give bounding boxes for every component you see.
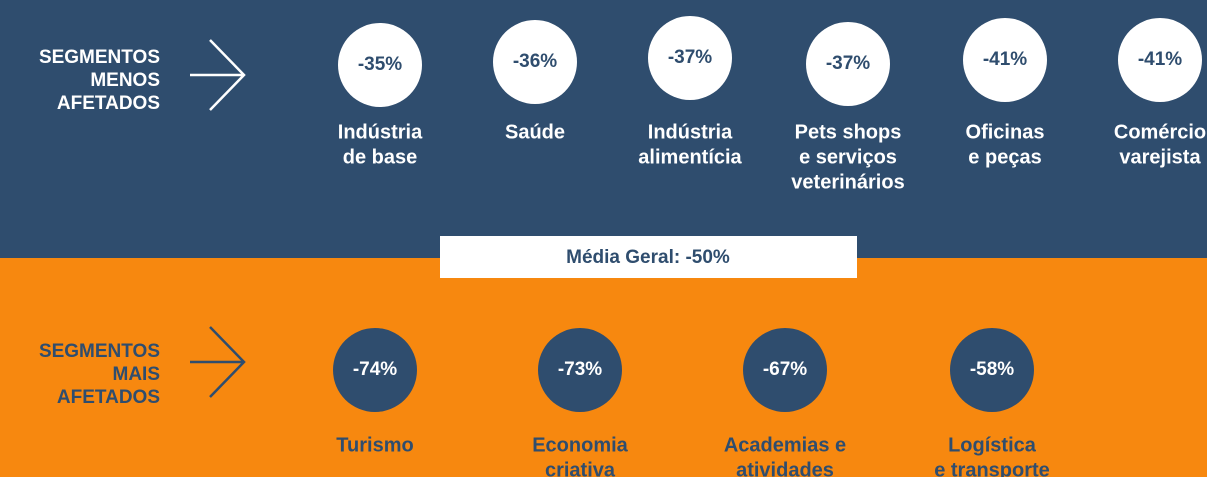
segment-label: e peças	[968, 146, 1041, 168]
segment-label: e transporte	[934, 459, 1050, 477]
percent-circle	[493, 20, 577, 104]
segment-label: alimentícia	[638, 146, 742, 168]
percent-circle	[1118, 18, 1202, 102]
percent: -58%	[970, 359, 1014, 380]
section-label: AFETADOS	[57, 387, 160, 408]
percent: -41%	[983, 49, 1027, 70]
segment-label: Economia	[532, 434, 628, 456]
segment-label: Oficinas	[966, 121, 1045, 143]
average-box	[440, 236, 857, 278]
percent-circle	[950, 328, 1034, 412]
section-label: SEGMENTOS	[39, 341, 160, 362]
percent-circle	[806, 22, 890, 106]
percent-circle	[333, 328, 417, 412]
percent-circle	[648, 16, 732, 100]
segment-label: Saúde	[505, 121, 565, 143]
arrow	[190, 326, 246, 398]
segment-label: Indústria	[648, 121, 733, 143]
section-label: SEGMENTOS	[39, 47, 160, 68]
percent: -37%	[826, 53, 870, 74]
segment-label: Academias e	[724, 434, 846, 456]
percent: -36%	[513, 51, 557, 72]
percent-circle	[963, 18, 1047, 102]
segment-label: atividades	[736, 459, 834, 477]
segment-label: de base	[343, 146, 417, 168]
segment-label: Logística	[948, 434, 1037, 456]
segment-label: varejista	[1119, 146, 1201, 168]
percent: -73%	[558, 359, 602, 380]
arrow	[190, 39, 246, 111]
percent-circle	[538, 328, 622, 412]
section-label: MAIS	[113, 364, 161, 385]
percent-circle	[338, 23, 422, 107]
percent: -35%	[358, 54, 402, 75]
section-label: MENOS	[90, 70, 160, 91]
segment-label: Turismo	[336, 434, 413, 456]
segment-label: Indústria	[338, 121, 423, 143]
percent: -67%	[763, 359, 807, 380]
section-label: AFETADOS	[57, 93, 160, 114]
segment-label: veterinários	[791, 171, 904, 193]
segment-label: criativa	[545, 459, 616, 477]
segment-label: Pets shops	[795, 121, 902, 143]
percent: -74%	[353, 359, 397, 380]
percent-circle	[743, 328, 827, 412]
percent: -41%	[1138, 49, 1182, 70]
percent: -37%	[668, 47, 712, 68]
segment-label: Comércio	[1114, 121, 1206, 143]
segment-label: e serviços	[799, 146, 897, 168]
average: Média Geral: -50%	[566, 247, 730, 268]
